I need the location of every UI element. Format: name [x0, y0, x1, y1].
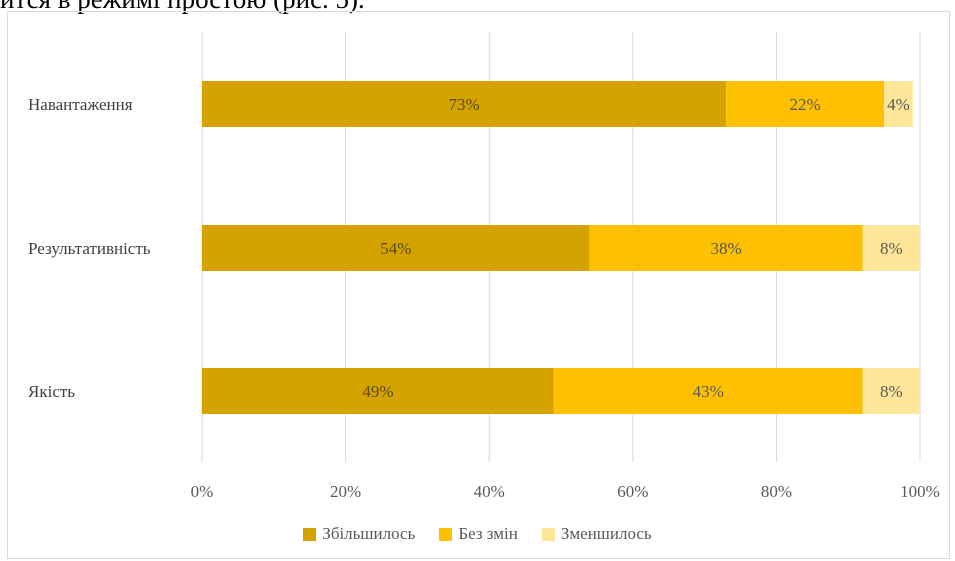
chart-frame — [7, 11, 950, 559]
legend-swatch — [303, 527, 317, 541]
legend-swatch — [439, 527, 453, 541]
bar-segment — [862, 368, 920, 414]
bar-segment — [553, 368, 863, 414]
data-label: 54% — [380, 239, 411, 258]
x-tick-label: 80% — [761, 482, 792, 501]
x-tick-label: 60% — [617, 482, 648, 501]
data-label: 8% — [880, 382, 903, 401]
caption-fragment: ится в режимі простою (рис. 5). — [0, 0, 365, 15]
legend-label: Без змін — [458, 524, 518, 543]
legend-label: Зменшилось — [560, 524, 652, 543]
data-label: 49% — [362, 382, 393, 401]
data-label: 43% — [693, 382, 724, 401]
bar-segment — [884, 81, 913, 127]
bar-segment — [202, 81, 727, 127]
legend-label: Збільшилось — [322, 524, 416, 543]
bar-segment — [202, 225, 590, 271]
legend-item: Збільшилось — [303, 524, 415, 544]
legend-swatch — [541, 527, 555, 541]
x-tick-label: 0% — [191, 482, 214, 501]
bar-segment — [726, 81, 885, 127]
data-label: 22% — [790, 95, 821, 114]
category-label: Результативність — [28, 239, 151, 258]
x-tick-label: 100% — [900, 482, 940, 501]
category-label: Навантаження — [28, 95, 133, 114]
data-label: 8% — [880, 239, 903, 258]
data-label: 4% — [887, 95, 910, 114]
legend-item: Без змін — [439, 524, 518, 544]
chart-legend: Збільшилось Без змін Зменшилось — [0, 524, 955, 544]
data-label: 73% — [448, 95, 479, 114]
data-label: 38% — [711, 239, 742, 258]
bar-segment — [589, 225, 863, 271]
bar-segment — [202, 368, 554, 414]
bar-segment — [862, 225, 920, 271]
x-tick-label: 40% — [474, 482, 505, 501]
category-label: Якість — [28, 382, 75, 401]
x-tick-label: 20% — [330, 482, 361, 501]
legend-item: Зменшилось — [541, 524, 652, 544]
